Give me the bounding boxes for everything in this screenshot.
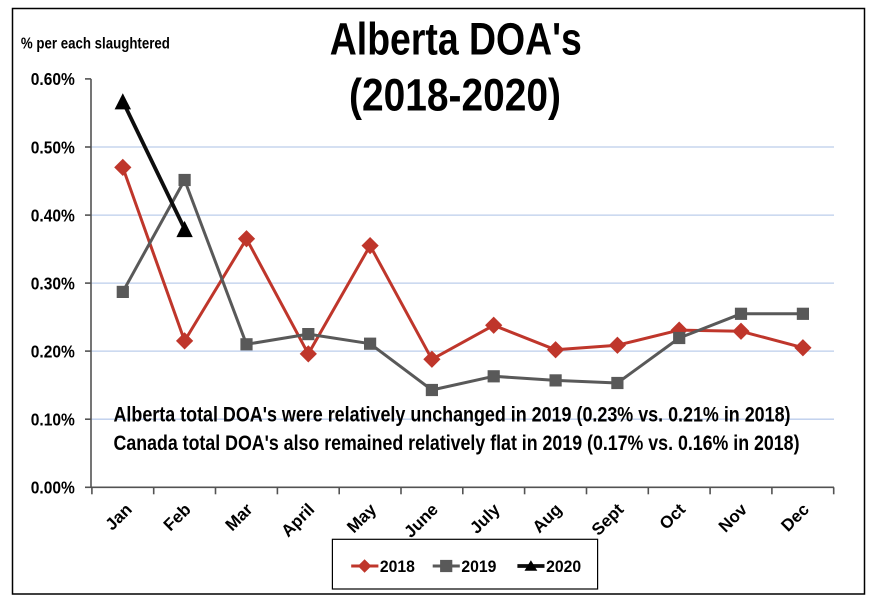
svg-text:2019: 2019: [461, 557, 496, 576]
svg-text:Canada total DOA's also remain: Canada total DOA's also remained relativ…: [114, 431, 800, 455]
svg-text:0.30%: 0.30%: [31, 273, 75, 293]
svg-text:0.50%: 0.50%: [31, 137, 75, 157]
svg-text:(2018-2020): (2018-2020): [349, 70, 561, 121]
svg-text:0.20%: 0.20%: [31, 341, 75, 361]
svg-text:0.40%: 0.40%: [31, 205, 75, 225]
svg-text:2020: 2020: [546, 557, 581, 576]
svg-text:Alberta total DOA's were relat: Alberta total DOA's were relatively unch…: [114, 402, 791, 426]
svg-text:0.10%: 0.10%: [31, 410, 75, 430]
svg-text:0.60%: 0.60%: [31, 69, 75, 89]
svg-text:Alberta DOA's: Alberta DOA's: [330, 14, 582, 65]
svg-text:2018: 2018: [380, 557, 415, 576]
svg-text:% per each slaughtered: % per each slaughtered: [21, 36, 170, 53]
svg-text:0.00%: 0.00%: [31, 478, 75, 498]
